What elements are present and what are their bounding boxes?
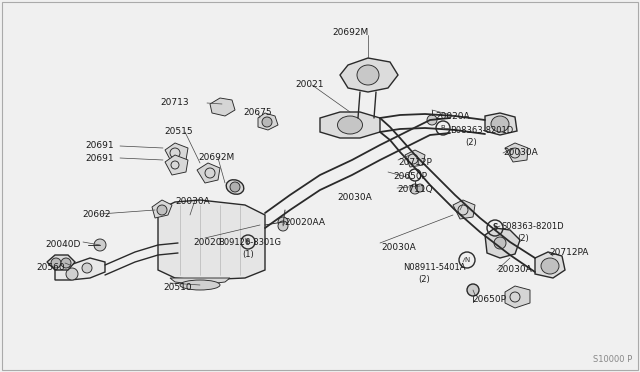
Text: (2): (2) — [465, 138, 477, 147]
Circle shape — [410, 184, 420, 194]
Ellipse shape — [491, 116, 509, 132]
Polygon shape — [170, 278, 230, 285]
Polygon shape — [485, 113, 517, 135]
Text: N08911-5401A: N08911-5401A — [403, 263, 465, 272]
Text: S: S — [492, 224, 498, 232]
Text: B: B — [246, 239, 250, 245]
Text: 20602: 20602 — [82, 210, 111, 219]
Text: 20692M: 20692M — [198, 153, 234, 162]
Text: B08363-8201D: B08363-8201D — [450, 126, 513, 135]
Text: 20510: 20510 — [163, 283, 191, 292]
Circle shape — [94, 239, 106, 251]
Polygon shape — [258, 113, 278, 130]
Text: 20030A: 20030A — [497, 265, 532, 274]
Text: N: N — [465, 257, 470, 263]
Circle shape — [467, 284, 479, 296]
Polygon shape — [320, 112, 380, 138]
Ellipse shape — [541, 258, 559, 274]
Circle shape — [82, 263, 92, 273]
Text: 20021: 20021 — [295, 80, 323, 89]
Circle shape — [427, 115, 437, 125]
Polygon shape — [47, 255, 75, 270]
Circle shape — [416, 184, 424, 192]
Text: 20650P: 20650P — [472, 295, 506, 304]
Text: S10000 P: S10000 P — [593, 355, 632, 364]
Circle shape — [262, 117, 272, 127]
Polygon shape — [158, 200, 265, 280]
Text: 20712P: 20712P — [398, 158, 432, 167]
Text: 20691: 20691 — [85, 141, 114, 150]
Circle shape — [494, 237, 506, 249]
Polygon shape — [405, 150, 425, 167]
Polygon shape — [197, 163, 220, 183]
Text: 20692M: 20692M — [332, 28, 368, 37]
Text: 20030A: 20030A — [337, 193, 372, 202]
Ellipse shape — [226, 180, 244, 194]
Circle shape — [51, 258, 61, 268]
Polygon shape — [210, 98, 235, 116]
Circle shape — [61, 258, 71, 268]
Polygon shape — [485, 228, 520, 258]
Polygon shape — [535, 252, 565, 278]
Polygon shape — [165, 143, 188, 163]
Text: B: B — [440, 125, 445, 131]
Circle shape — [66, 268, 78, 280]
Text: 20515: 20515 — [164, 127, 193, 136]
Ellipse shape — [337, 116, 362, 134]
Ellipse shape — [180, 280, 220, 290]
Text: 20713: 20713 — [160, 98, 189, 107]
Text: (2): (2) — [517, 234, 529, 243]
Polygon shape — [152, 200, 172, 218]
Text: B09126-8301G: B09126-8301G — [218, 238, 281, 247]
Text: S08363-8201D: S08363-8201D — [502, 222, 564, 231]
Ellipse shape — [357, 65, 379, 85]
Text: (2): (2) — [418, 275, 429, 284]
Text: 20030A: 20030A — [175, 197, 210, 206]
Text: 20020: 20020 — [193, 238, 221, 247]
Text: 20040D: 20040D — [45, 240, 81, 249]
Circle shape — [157, 205, 167, 215]
Text: 20675: 20675 — [243, 108, 271, 117]
Circle shape — [278, 217, 288, 227]
Polygon shape — [165, 155, 188, 175]
Polygon shape — [453, 200, 475, 219]
Circle shape — [230, 182, 240, 192]
Text: 20711Q: 20711Q — [397, 185, 433, 194]
Text: 20691: 20691 — [85, 154, 114, 163]
Text: 20020A: 20020A — [435, 112, 470, 121]
Text: 20030A: 20030A — [503, 148, 538, 157]
Text: 20030A: 20030A — [381, 243, 416, 252]
Polygon shape — [505, 286, 530, 308]
Polygon shape — [340, 58, 398, 92]
Text: (1): (1) — [242, 250, 253, 259]
Polygon shape — [505, 143, 528, 162]
Text: 20712PA: 20712PA — [549, 248, 588, 257]
Text: 20560: 20560 — [36, 263, 65, 272]
Text: 20650P: 20650P — [393, 172, 427, 181]
Circle shape — [278, 221, 288, 231]
Polygon shape — [55, 258, 105, 280]
Text: 20020AA: 20020AA — [284, 218, 325, 227]
